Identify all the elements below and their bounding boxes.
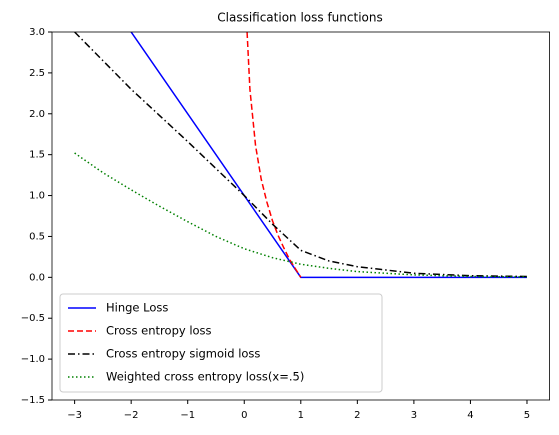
- y-tick-label: 0.0: [29, 272, 45, 283]
- chart-title: Classification loss functions: [217, 11, 382, 25]
- legend-label: Cross entropy sigmoid loss: [106, 347, 260, 361]
- y-tick-label: 3.0: [29, 27, 45, 38]
- legend-label: Cross entropy loss: [106, 324, 212, 338]
- x-tick-label: −1: [180, 410, 195, 421]
- y-tick-label: −1.0: [21, 354, 45, 365]
- legend-label: Weighted cross entropy loss(x=.5): [106, 370, 304, 384]
- x-tick-label: 3: [411, 410, 417, 421]
- y-tick-label: 1.5: [29, 150, 45, 161]
- line-series: [246, 32, 302, 278]
- x-tick-label: 5: [524, 410, 530, 421]
- y-tick-label: 0.5: [29, 231, 45, 242]
- y-tick-label: −0.5: [21, 313, 45, 324]
- x-tick-label: 0: [241, 410, 247, 421]
- x-tick-label: −3: [67, 410, 82, 421]
- x-tick-label: −2: [124, 410, 139, 421]
- legend-box: [59, 293, 383, 393]
- line-series: [130, 32, 527, 279]
- x-tick-label: 2: [354, 410, 360, 421]
- x-tick-label: 1: [298, 410, 304, 421]
- y-tick-label: 1.0: [29, 191, 45, 202]
- plot-frame: [51, 31, 551, 401]
- y-tick-label: 2.5: [29, 68, 45, 79]
- x-tick-label: 4: [467, 410, 473, 421]
- y-tick-label: −1.5: [21, 395, 45, 406]
- legend-label: Hinge Loss: [106, 301, 168, 315]
- y-tick-label: 2.0: [29, 109, 45, 120]
- line-series: [74, 152, 527, 278]
- plot-area: [74, 32, 527, 279]
- line-series: [74, 32, 527, 278]
